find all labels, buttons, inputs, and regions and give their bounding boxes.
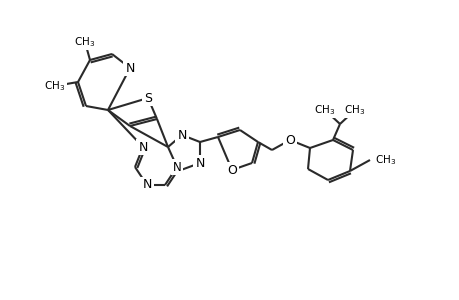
Text: N: N	[177, 128, 186, 142]
Text: N: N	[142, 178, 151, 191]
Text: $\mathregular{CH_3}$: $\mathregular{CH_3}$	[374, 153, 395, 167]
Text: N: N	[138, 140, 147, 154]
Text: N: N	[125, 61, 134, 74]
Text: $\mathregular{CH_3}$: $\mathregular{CH_3}$	[45, 79, 66, 93]
Text: CH₃: CH₃	[75, 37, 95, 47]
Text: O: O	[285, 134, 294, 146]
Text: $\mathregular{CH_3}$: $\mathregular{CH_3}$	[313, 103, 335, 117]
Text: N: N	[172, 160, 181, 173]
Text: N: N	[195, 157, 204, 169]
Text: S: S	[144, 92, 151, 104]
Text: O: O	[227, 164, 236, 176]
Text: $\mathregular{CH_3}$: $\mathregular{CH_3}$	[344, 103, 365, 117]
Text: $\mathregular{CH_3}$: $\mathregular{CH_3}$	[74, 35, 95, 49]
